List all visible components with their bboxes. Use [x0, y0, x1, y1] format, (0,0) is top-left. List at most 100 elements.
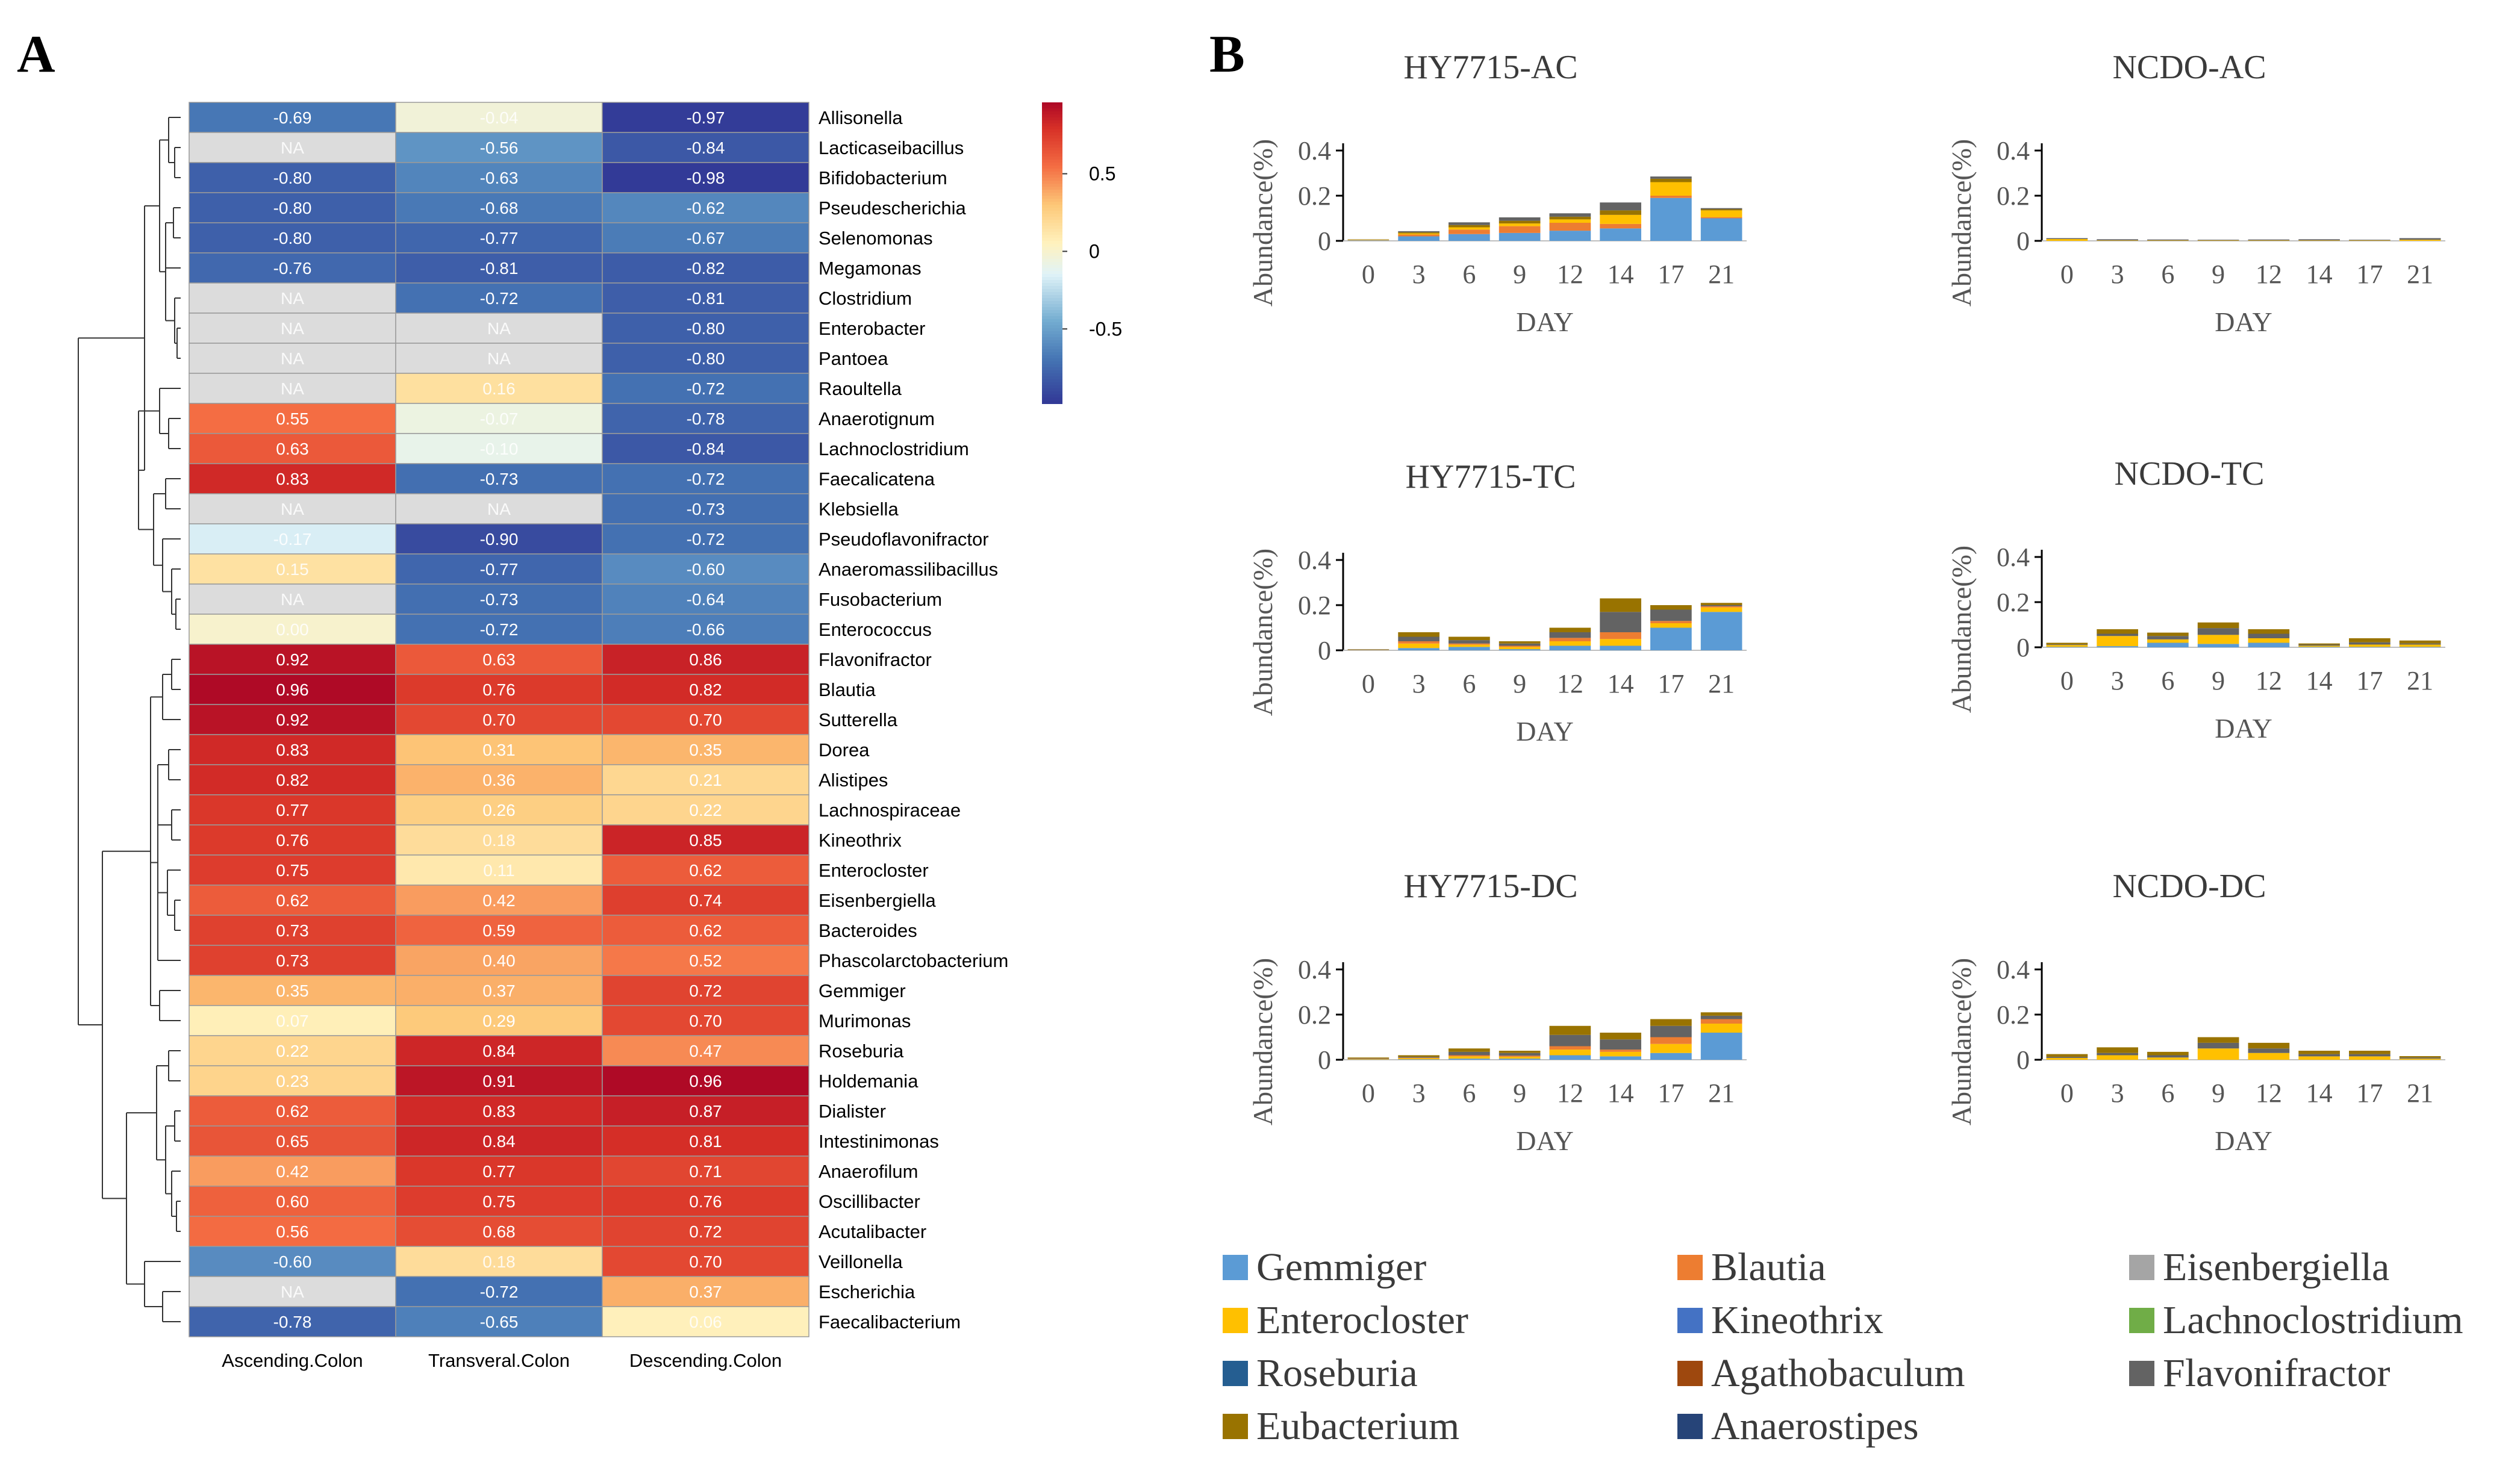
bar-segment-enterocloster-day-3: [1398, 1058, 1439, 1060]
heatmap-cell-escherichia-0: [189, 1276, 396, 1307]
x-tick-label: 14: [1608, 1078, 1634, 1108]
heatmap-cell-faecalicatena-1: [395, 463, 603, 494]
row-label-roseburia: Roseburia: [819, 1040, 904, 1062]
row-label-lacticaseibacillus: Lacticaseibacillus: [819, 137, 964, 158]
heatmap-value: 0.73: [276, 921, 309, 940]
colorbar-segment: [1042, 340, 1062, 344]
colorbar-segment: [1042, 358, 1062, 362]
legend-item-anaerostipes: Anaerostipes: [1677, 1402, 1919, 1451]
bar-segment-flavonifractor-day-17: [2349, 1054, 2391, 1057]
x-tick-label: 17: [1658, 669, 1684, 698]
bar-segment-eubacterium-day-14: [1600, 1033, 1641, 1040]
bar-segment-enterocloster-day-3: [2097, 240, 2138, 241]
legend-item-enterocloster: Enterocloster: [1223, 1296, 1468, 1345]
colorbar-segment: [1042, 160, 1062, 163]
heatmap-cell-kineothrix-0: [189, 824, 396, 856]
bar-segment-flavonifractor-day-3: [1398, 231, 1439, 232]
legend-item-eubacterium: Eubacterium: [1223, 1402, 1459, 1451]
colorbar-segment: [1042, 166, 1062, 169]
bar-segment-enterocloster-day-21: [2399, 644, 2441, 647]
legend-swatch: [1677, 1361, 1703, 1386]
bar-segment-flavonifractor-day-6: [1449, 222, 1490, 225]
legend-item-eisenbergiella: Eisenbergiella: [2129, 1243, 2389, 1292]
heatmap-cell-gemmiger-2: [602, 975, 809, 1006]
heatmap-value: 0.18: [482, 831, 516, 850]
bar-segment-gemmiger-day-17: [1650, 1053, 1692, 1060]
heatmap-cell-selenomonas-2: [602, 222, 809, 253]
heatmap-value: -0.78: [273, 1313, 312, 1331]
legend-swatch: [1677, 1414, 1703, 1439]
colorbar-segment: [1042, 394, 1062, 398]
colorbar-segment: [1042, 385, 1062, 389]
colorbar-segment: [1042, 111, 1062, 115]
heatmap-cell-anaeromassilibacillus-0: [189, 553, 396, 585]
bar-segment-eubacterium-day-21: [1700, 1012, 1742, 1016]
bar-segment-flavonifractor-day-12: [2248, 1048, 2290, 1053]
heatmap-cell-anaerotignum-2: [602, 403, 809, 434]
bar-segment-eubacterium-day-9: [1499, 1051, 1541, 1053]
heatmap-value: -0.63: [480, 169, 519, 187]
x-tick-label: 12: [1557, 1078, 1583, 1108]
heatmap-cell-murimonas-1: [395, 1005, 603, 1036]
bar-segment-enterocloster-day-12: [2248, 638, 2290, 643]
colorbar-segment: [1042, 379, 1062, 383]
heatmap-cell-faecalibacterium-2: [602, 1306, 809, 1337]
colorbar-segment: [1042, 334, 1062, 338]
legend-item-roseburia: Roseburia: [1223, 1349, 1418, 1398]
heatmap-value: 0.42: [276, 1162, 309, 1181]
bar-segment-enterocloster-day-17: [1650, 1043, 1692, 1053]
row-label-gemmiger: Gemmiger: [819, 980, 906, 1001]
colorbar-segment: [1042, 280, 1062, 284]
colorbar: 0.5 0 -0.5: [1042, 102, 1122, 404]
heatmap-value: -0.68: [480, 199, 519, 217]
colorbar-segment: [1042, 199, 1062, 202]
heatmap-value: -0.80: [687, 349, 725, 368]
heatmap-value: -0.80: [273, 169, 312, 187]
bar-segment-flavonifractor-day-9: [1499, 217, 1541, 221]
heatmap-value: NA: [281, 590, 304, 609]
colorbar-segment: [1042, 214, 1062, 217]
bar-segment-enterocloster-day-0: [2046, 1058, 2088, 1060]
heatmap-value: -0.80: [687, 319, 725, 338]
heatmap-value: 0.83: [276, 741, 309, 759]
heatmap-cell-blautia-0: [189, 674, 396, 705]
heatmap-cell-escherichia-1: [395, 1276, 603, 1307]
bar-segment-gemmiger-day-9: [1499, 649, 1541, 650]
heatmap-cell-veillonella-1: [395, 1246, 603, 1277]
colorbar-segment: [1042, 105, 1062, 109]
bar-segment-flavonifractor-day-0: [2046, 644, 2088, 645]
colorbar-segment: [1042, 331, 1062, 335]
heatmap-value: 0.63: [276, 440, 309, 458]
colorbar-segment: [1042, 295, 1062, 299]
legend-label: Anaerostipes: [1711, 1404, 1919, 1448]
colorbar-segment: [1042, 163, 1062, 166]
heatmap-cell-murimonas-2: [602, 1005, 809, 1036]
heatmap-cell-clostridium-2: [602, 282, 809, 314]
heatmap-value: -0.73: [687, 500, 725, 518]
heatmap-cell-anaerofilum-0: [189, 1155, 396, 1187]
colorbar-tick-label: 0.5: [1089, 163, 1115, 185]
heatmap-value: 0.96: [276, 680, 309, 699]
bar-segment-gemmiger-day-21: [1700, 218, 1742, 241]
bar-segment-gemmiger-day-6: [1449, 1059, 1490, 1060]
heatmap-cell-enterococcus-2: [602, 614, 809, 645]
row-label-megamonas: Megamonas: [819, 258, 922, 279]
heatmap-cell-klebsiella-2: [602, 493, 809, 524]
chart-title: HY7715-DC: [1403, 868, 1577, 905]
bar-segment-blautia-day-3: [1398, 1057, 1439, 1059]
heatmap-cell-allisonella-1: [395, 102, 603, 133]
heatmap-cell-intestinimonas-0: [189, 1125, 396, 1157]
heatmap-value: 0.06: [689, 1313, 722, 1331]
heatmap-cell-anaeromassilibacillus-2: [602, 553, 809, 585]
row-label-intestinimonas: Intestinimonas: [819, 1131, 939, 1152]
heatmap-value: 0.72: [689, 1222, 722, 1241]
bar-segment-blautia-day-6: [1449, 1055, 1490, 1057]
row-label-pantoea: Pantoea: [819, 348, 888, 369]
y-tick-label: 0.4: [1997, 955, 2030, 984]
y-tick-label: 0.4: [1298, 955, 1331, 984]
heatmap-value: -0.72: [480, 620, 519, 639]
legend-label: Roseburia: [1256, 1351, 1418, 1395]
heatmap-cell-lachnospiraceae-2: [602, 794, 809, 826]
chart-title: NCDO-TC: [2115, 455, 2265, 493]
heatmap-value: -0.80: [273, 229, 312, 247]
